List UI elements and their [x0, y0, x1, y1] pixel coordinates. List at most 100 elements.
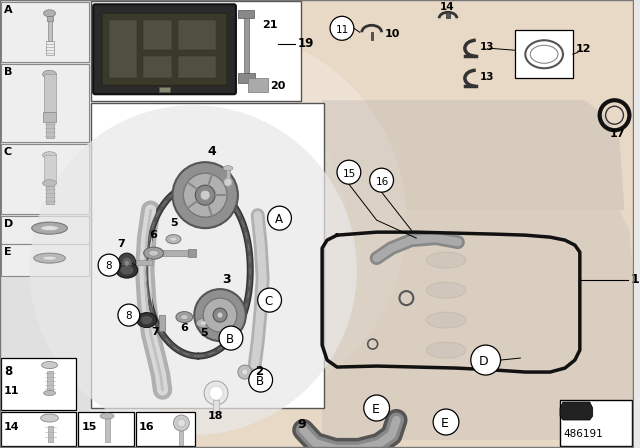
Text: B: B [4, 67, 12, 77]
Ellipse shape [118, 253, 136, 273]
Text: C: C [265, 295, 273, 308]
Circle shape [433, 409, 459, 435]
Circle shape [471, 345, 500, 375]
Circle shape [224, 178, 232, 186]
Bar [1, 358, 76, 410]
Bar [1, 244, 89, 276]
Circle shape [213, 308, 227, 322]
Polygon shape [159, 0, 634, 448]
Text: 3: 3 [222, 273, 230, 286]
Ellipse shape [200, 321, 206, 325]
Circle shape [370, 168, 394, 192]
Circle shape [238, 365, 252, 379]
Text: 19: 19 [298, 37, 314, 50]
Text: B: B [226, 332, 234, 345]
Text: 12: 12 [576, 44, 591, 54]
Ellipse shape [144, 247, 164, 259]
Bar [560, 400, 632, 446]
Ellipse shape [116, 262, 138, 278]
Bar [179, 431, 184, 445]
Ellipse shape [180, 314, 188, 319]
Bar [1, 144, 89, 214]
Circle shape [217, 312, 223, 318]
Text: 10: 10 [385, 29, 400, 39]
Ellipse shape [137, 313, 157, 327]
Ellipse shape [44, 391, 56, 396]
Bar [109, 20, 137, 78]
Ellipse shape [122, 257, 132, 269]
Ellipse shape [43, 70, 56, 78]
Bar [188, 249, 196, 257]
Bar [179, 20, 216, 50]
Text: 9: 9 [298, 418, 306, 431]
Circle shape [89, 90, 347, 350]
Bar [47, 426, 52, 442]
Text: E: E [372, 403, 380, 416]
Text: C: C [4, 147, 12, 157]
Text: D: D [479, 355, 488, 368]
Circle shape [258, 288, 282, 312]
Circle shape [203, 298, 237, 332]
Ellipse shape [40, 226, 58, 231]
Text: 5: 5 [200, 328, 208, 338]
Ellipse shape [141, 315, 153, 325]
Circle shape [337, 160, 361, 184]
Ellipse shape [43, 152, 56, 159]
Text: 13: 13 [480, 42, 494, 52]
Text: 7: 7 [152, 327, 159, 337]
Circle shape [184, 173, 227, 217]
Bar [1, 216, 89, 244]
Text: E: E [441, 417, 449, 430]
Circle shape [29, 30, 406, 410]
Circle shape [200, 190, 210, 200]
Polygon shape [560, 402, 593, 420]
Text: 11: 11 [4, 386, 19, 396]
Text: 14: 14 [4, 422, 20, 432]
Text: 15: 15 [343, 169, 356, 179]
Text: 486191: 486191 [563, 429, 603, 439]
Circle shape [219, 326, 243, 350]
Circle shape [242, 369, 248, 375]
Bar [45, 122, 54, 138]
Circle shape [330, 16, 354, 40]
Bar [1, 412, 76, 446]
Bar [143, 20, 172, 50]
Bar [159, 250, 188, 256]
Circle shape [118, 304, 140, 326]
Bar [44, 155, 56, 183]
Bar [1, 2, 89, 62]
Ellipse shape [170, 237, 177, 241]
Text: 4: 4 [207, 145, 216, 158]
Ellipse shape [34, 253, 65, 263]
Text: 16: 16 [376, 177, 389, 187]
Bar [248, 78, 268, 92]
Circle shape [195, 185, 215, 205]
Text: A: A [275, 213, 282, 226]
Bar [136, 412, 195, 446]
Ellipse shape [426, 342, 466, 358]
Text: 8: 8 [125, 311, 131, 321]
Ellipse shape [40, 414, 58, 422]
Ellipse shape [166, 235, 181, 244]
Text: 8: 8 [4, 365, 12, 378]
Ellipse shape [32, 222, 67, 234]
Text: 6: 6 [150, 230, 157, 240]
Bar [371, 32, 372, 40]
Bar [143, 56, 172, 78]
Ellipse shape [148, 250, 159, 256]
Bar [1, 64, 89, 142]
Ellipse shape [43, 256, 56, 260]
Text: 17: 17 [609, 129, 625, 139]
Polygon shape [322, 210, 634, 440]
Text: 7: 7 [117, 239, 125, 249]
Ellipse shape [426, 282, 466, 298]
Bar [213, 400, 219, 412]
Text: 21: 21 [262, 20, 277, 30]
FancyBboxPatch shape [93, 4, 236, 94]
Text: 15: 15 [81, 422, 97, 432]
Bar [226, 168, 230, 182]
Ellipse shape [426, 312, 466, 328]
Text: 14: 14 [440, 2, 454, 12]
Text: A: A [4, 5, 13, 15]
Bar [45, 41, 54, 55]
